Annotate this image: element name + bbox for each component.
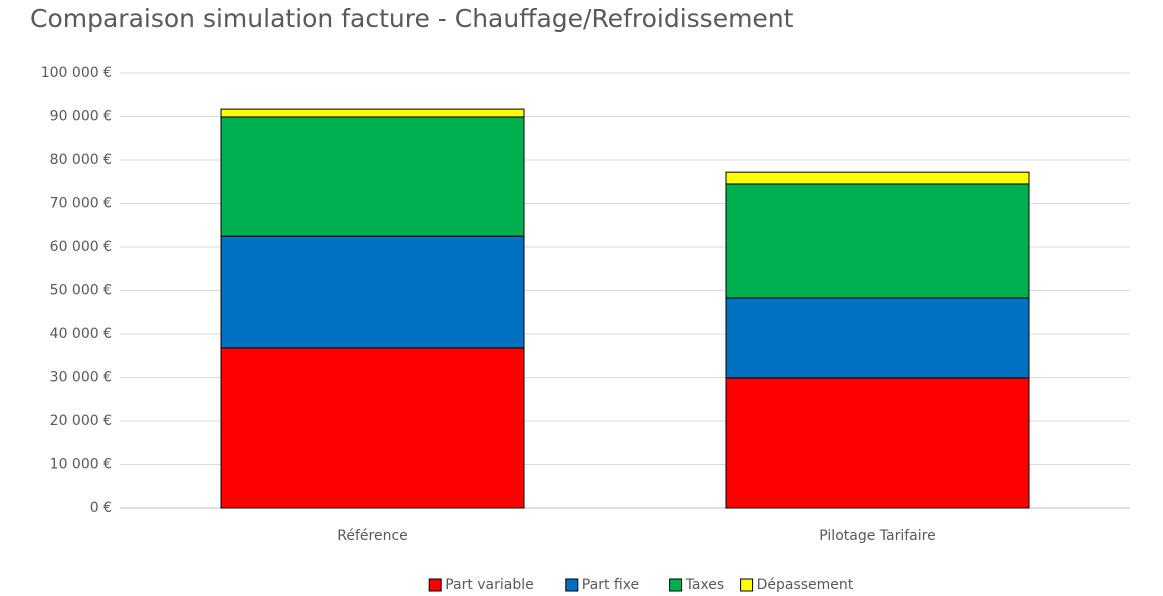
legend-swatch [565, 578, 579, 592]
y-tick-label: 20 000 € [50, 413, 112, 429]
legend-label: Dépassement [757, 577, 854, 593]
y-tick-label: 60 000 € [50, 239, 112, 255]
bar-segment [725, 171, 1030, 185]
legend-swatch [740, 578, 754, 592]
bar-segment [220, 108, 525, 118]
y-tick-label: 40 000 € [50, 326, 112, 342]
legend-swatch [669, 578, 683, 592]
bar-segment [220, 347, 525, 509]
y-tick-label: 30 000 € [50, 370, 112, 386]
bar-segment [725, 183, 1030, 299]
bar-segment [725, 377, 1030, 509]
bar-segment [220, 235, 525, 349]
y-tick-label: 0 € [90, 500, 112, 516]
bar-segment [725, 297, 1030, 379]
legend-label: Part variable [445, 577, 534, 593]
x-tick-label: Référence [337, 528, 408, 544]
y-tick-label: 50 000 € [50, 283, 112, 299]
y-tick-label: 100 000 € [41, 65, 112, 81]
y-tick-label: 80 000 € [50, 152, 112, 168]
legend-label: Taxes [685, 577, 725, 593]
chart-title: Comparaison simulation facture - Chauffa… [30, 4, 794, 33]
x-tick-label: Pilotage Tarifaire [819, 528, 935, 544]
bar-segment [220, 116, 525, 237]
y-tick-label: 70 000 € [50, 196, 112, 212]
legend-label: Part fixe [582, 577, 639, 593]
legend-swatch [428, 578, 442, 592]
y-tick-label: 90 000 € [50, 109, 112, 125]
y-tick-label: 10 000 € [50, 457, 112, 473]
